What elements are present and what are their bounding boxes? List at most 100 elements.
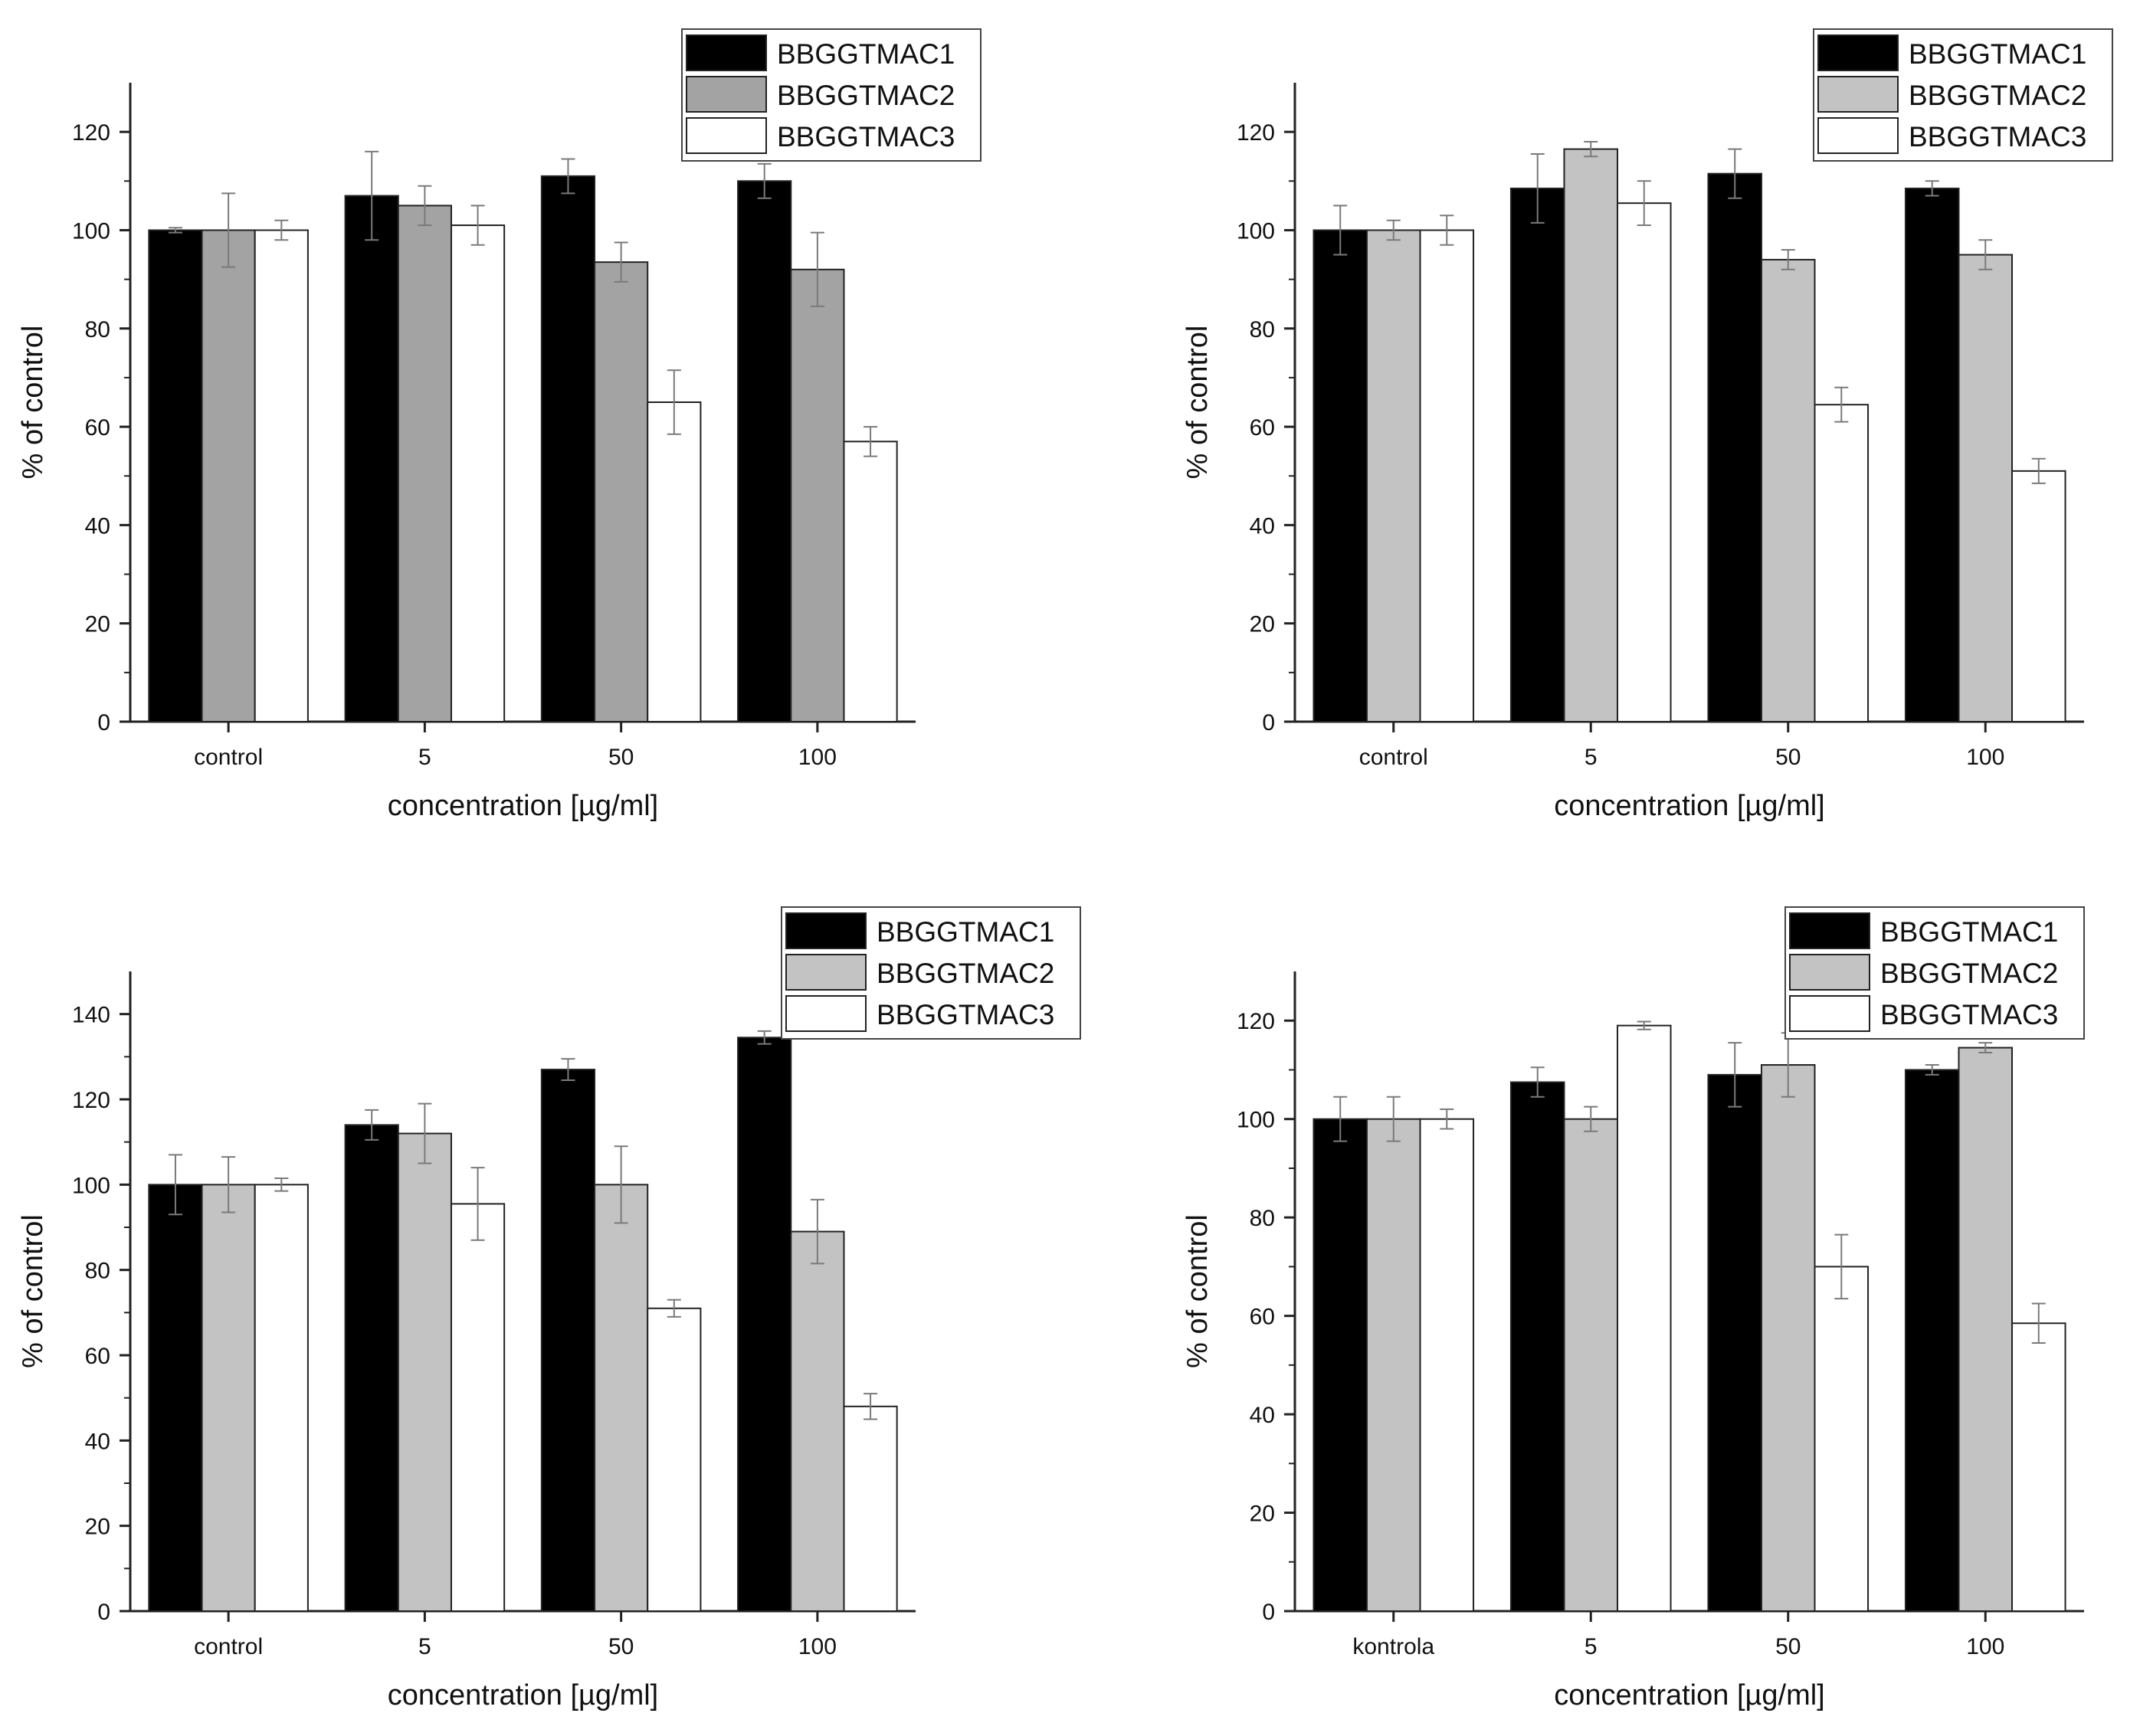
y-tick-label: 0	[1262, 710, 1275, 735]
bar-BBGGTMAC1-5	[344, 195, 399, 723]
y-tick-label: 40	[1250, 513, 1275, 539]
x-tick-label: 100	[1966, 1634, 2004, 1659]
bar-BBGGTMAC1-100	[737, 180, 792, 723]
legend-label: BBGGTMAC3	[1880, 999, 2058, 1030]
legend-swatch	[1817, 76, 1899, 113]
y-tick-label: 20	[85, 612, 110, 637]
bar-BBGGTMAC3-5	[1617, 1024, 1672, 1612]
y-tick-label: 20	[85, 1515, 110, 1540]
bar-BBGGTMAC2-kontrola	[1365, 1118, 1421, 1612]
y-tick-label: 0	[97, 1600, 110, 1625]
y-tick-label: 100	[1237, 218, 1275, 244]
legend: BBGGTMAC1 BBGGTMAC2 BBGGTMAC3	[681, 28, 982, 162]
y-tick-label: 100	[1237, 1108, 1275, 1133]
y-tick-label: 120	[1237, 120, 1275, 146]
x-tick-label: control	[194, 1634, 263, 1659]
chart-panel-bottom-right: 0 20 40 60 80 100 120 kontrola 5 50 100 concentrati…	[1181, 906, 2085, 1711]
bar-BBGGTMAC2-control	[201, 229, 256, 722]
bar-BBGGTMAC1-50	[540, 175, 596, 722]
legend: BBGGTMAC1 BBGGTMAC2 BBGGTMAC3	[1784, 906, 2085, 1040]
y-tick-label: 80	[85, 1259, 110, 1284]
y-axis-title: % of control	[17, 1214, 49, 1368]
bar-BBGGTMAC3-100	[843, 441, 898, 722]
bar-BBGGTMAC3-kontrola	[1419, 1118, 1475, 1612]
legend-label: BBGGTMAC3	[777, 121, 955, 152]
bar-BBGGTMAC2-100	[1958, 1047, 2014, 1613]
y-tick-label: 120	[72, 1088, 110, 1113]
legend-swatch	[1817, 34, 1899, 71]
legend-swatch	[1789, 954, 1870, 991]
bar-BBGGTMAC2-5	[1563, 1118, 1619, 1612]
y-tick-label: 80	[1250, 317, 1275, 342]
y-axis-title: % of control	[1181, 326, 1214, 480]
legend-label: BBGGTMAC3	[877, 999, 1054, 1030]
bar-BBGGTMAC3-50	[1814, 404, 1870, 722]
bar-BBGGTMAC1-control	[148, 1184, 203, 1613]
bar-BBGGTMAC2-5	[397, 205, 452, 722]
bar-BBGGTMAC3-50	[647, 1307, 702, 1613]
legend-swatch	[686, 117, 767, 154]
bar-BBGGTMAC3-50	[1814, 1266, 1870, 1613]
legend-label: BBGGTMAC1	[777, 38, 955, 70]
bar-BBGGTMAC2-100	[790, 1230, 845, 1612]
legend-label: BBGGTMAC1	[1909, 38, 2086, 70]
y-axis-title: % of control	[1181, 1214, 1214, 1368]
y-tick-label: 120	[1237, 1009, 1275, 1034]
bar-BBGGTMAC1-100	[1904, 187, 1960, 722]
legend-swatch	[686, 76, 767, 113]
x-tick-label: 100	[798, 745, 837, 770]
bar-BBGGTMAC2-50	[1760, 1064, 1816, 1612]
bar-BBGGTMAC3-control	[254, 229, 309, 722]
bar-BBGGTMAC2-50	[1760, 258, 1816, 722]
y-tick-label: 40	[1250, 1403, 1275, 1428]
bar-BBGGTMAC3-100	[843, 1405, 898, 1613]
x-tick-label: 50	[608, 1634, 634, 1659]
x-tick-label: control	[194, 745, 263, 770]
legend-swatch	[1789, 912, 1870, 949]
y-tick-label: 40	[85, 1429, 110, 1454]
x-tick-label: 5	[418, 745, 431, 770]
x-tick-label: 50	[1775, 1634, 1801, 1659]
bar-BBGGTMAC2-control	[1365, 229, 1421, 722]
bar-BBGGTMAC2-50	[594, 261, 649, 722]
bar-BBGGTMAC3-50	[647, 401, 702, 722]
y-tick-label: 20	[1250, 1502, 1275, 1527]
y-tick-label: 40	[85, 513, 110, 539]
bar-BBGGTMAC1-5	[1509, 1081, 1565, 1613]
bar-BBGGTMAC2-100	[1958, 254, 2014, 722]
legend-swatch	[1817, 117, 1899, 154]
y-tick-label: 0	[97, 710, 110, 735]
legend: BBGGTMAC1 BBGGTMAC2 BBGGTMAC3	[1813, 28, 2113, 162]
y-tick-label: 60	[1250, 415, 1275, 441]
x-axis-title: concentration [µg/ml]	[388, 790, 659, 822]
legend-label: BBGGTMAC2	[1909, 80, 2086, 111]
bar-BBGGTMAC3-5	[450, 224, 506, 722]
bar-BBGGTMAC1-50	[1707, 172, 1762, 722]
bar-BBGGTMAC3-5	[450, 1203, 506, 1612]
bar-BBGGTMAC3-100	[2011, 470, 2066, 722]
legend-label: BBGGTMAC3	[1909, 121, 2086, 152]
bar-BBGGTMAC3-100	[2011, 1322, 2066, 1612]
x-tick-label: 5	[1585, 1634, 1598, 1659]
bar-BBGGTMAC1-50	[540, 1069, 596, 1612]
x-tick-label: kontrola	[1352, 1634, 1434, 1659]
y-tick-label: 120	[72, 120, 110, 146]
bar-BBGGTMAC1-100	[737, 1037, 792, 1612]
y-tick-label: 140	[72, 1003, 110, 1028]
x-tick-label: 100	[798, 1634, 837, 1659]
y-tick-label: 60	[1250, 1305, 1275, 1330]
x-tick-label: control	[1359, 745, 1428, 770]
legend-swatch	[1789, 995, 1870, 1032]
bar-BBGGTMAC2-100	[790, 268, 845, 722]
x-axis-title: concentration [µg/ml]	[388, 1679, 659, 1711]
bar-BBGGTMAC2-5	[397, 1132, 452, 1612]
legend-label: BBGGTMAC2	[1880, 958, 2058, 989]
x-axis-title: concentration [µg/ml]	[1554, 1679, 1825, 1711]
y-tick-label: 100	[72, 1173, 110, 1198]
bar-BBGGTMAC1-50	[1707, 1073, 1762, 1612]
x-axis-title: concentration [µg/ml]	[1554, 790, 1825, 822]
y-axis-title: % of control	[17, 326, 49, 480]
legend-label: BBGGTMAC2	[777, 80, 955, 111]
x-tick-label: 50	[608, 745, 634, 770]
